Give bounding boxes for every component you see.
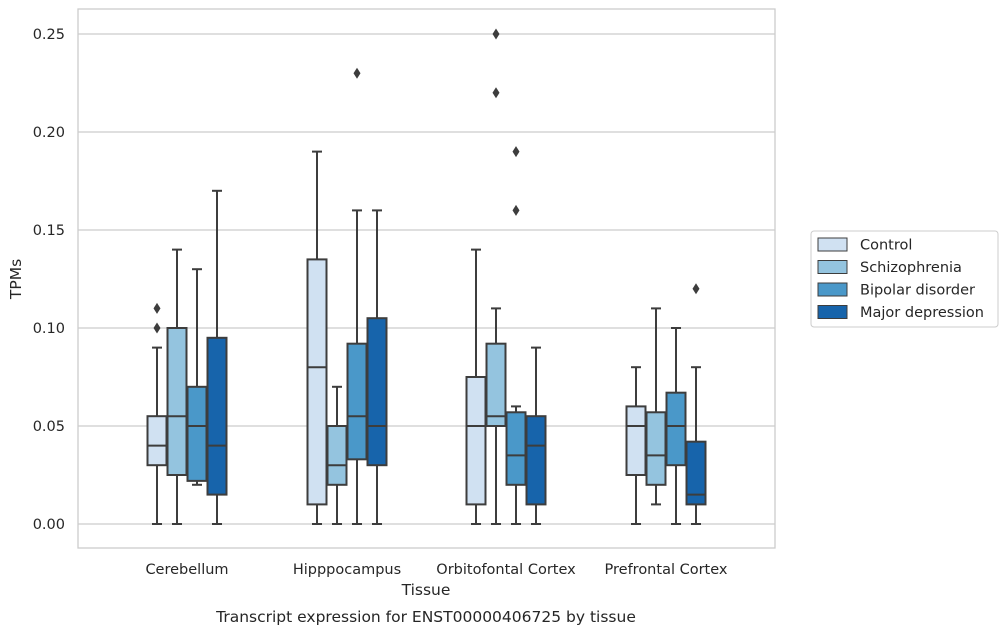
box-schizophrenia xyxy=(645,307,667,506)
legend-swatch-bipolar-disorder xyxy=(817,282,848,297)
y-tick-labels: 0.00 0.05 0.10 0.15 0.20 0.25 xyxy=(33,27,65,533)
y-tick-label: 0.15 xyxy=(33,223,65,239)
outlier-point xyxy=(692,283,700,295)
legend-item-major-depression: Major depression xyxy=(817,305,984,321)
box-iqr xyxy=(166,327,188,476)
box-series-major-depression xyxy=(206,189,707,525)
box-series-schizophrenia xyxy=(166,28,667,525)
box-iqr xyxy=(525,415,547,506)
box-iqr xyxy=(505,411,527,486)
x-tick-label: Hipppocampus xyxy=(293,562,401,578)
y-axis-label: TPMs xyxy=(7,259,25,300)
outlier-point xyxy=(153,302,161,314)
box-bipolar-disorder xyxy=(186,268,208,486)
legend-swatch-schizophrenia xyxy=(817,260,848,274)
box-iqr xyxy=(685,440,707,506)
outlier-point xyxy=(512,146,520,158)
y-tick-label: 0.10 xyxy=(33,321,65,337)
outlier-point xyxy=(512,204,520,216)
outlier-point xyxy=(353,67,361,79)
legend-swatch-control xyxy=(817,237,848,252)
box-schizophrenia xyxy=(326,385,348,525)
legend-label-bipolar-disorder: Bipolar disorder xyxy=(860,283,975,299)
legend-frame xyxy=(810,230,999,328)
box-iqr xyxy=(186,385,208,482)
box-series-bipolar-disorder xyxy=(186,67,687,525)
outlier-point xyxy=(492,87,500,99)
legend: Control Schizophrenia Bipolar disorder M… xyxy=(810,230,999,328)
box-bipolar-disorder xyxy=(505,146,527,525)
box-major-depression xyxy=(206,189,228,525)
box-major-depression xyxy=(685,283,707,525)
box-iqr xyxy=(346,342,368,461)
y-tick-label: 0.20 xyxy=(33,125,65,141)
box-bipolar-disorder xyxy=(665,327,687,525)
outlier-point xyxy=(492,28,500,40)
x-tick-labels: Cerebellum Hipppocampus Orbitofontal Corte… xyxy=(145,562,727,578)
legend-label-control: Control xyxy=(860,238,912,254)
outlier-point xyxy=(153,322,161,334)
box-iqr xyxy=(645,411,667,486)
box-series-control xyxy=(146,150,647,525)
box-control xyxy=(625,366,647,525)
legend-item-control: Control xyxy=(817,237,912,254)
legend-label-schizophrenia: Schizophrenia xyxy=(860,260,962,276)
box-major-depression xyxy=(366,209,388,525)
box-iqr xyxy=(306,258,328,506)
box-iqr xyxy=(665,391,687,467)
box-major-depression xyxy=(525,346,547,525)
box-schizophrenia xyxy=(485,28,507,525)
chart-caption: Transcript expression for ENST0000040672… xyxy=(215,608,636,626)
box-iqr xyxy=(366,317,388,467)
legend-item-bipolar-disorder: Bipolar disorder xyxy=(817,282,975,299)
legend-label-major-depression: Major depression xyxy=(860,305,984,321)
y-tick-label: 0.00 xyxy=(33,517,65,533)
y-tick-label: 0.25 xyxy=(33,27,65,43)
box-iqr xyxy=(206,336,228,496)
x-tick-label: Cerebellum xyxy=(145,562,228,578)
box-iqr xyxy=(485,342,507,427)
x-tick-label: Prefrontal Cortex xyxy=(605,562,728,578)
y-tick-label: 0.05 xyxy=(33,419,65,435)
box-iqr xyxy=(625,405,647,476)
x-tick-label: Orbitofontal Cortex xyxy=(436,562,576,578)
legend-swatch-major-depression xyxy=(817,305,848,319)
box-series-group xyxy=(146,28,707,525)
box-schizophrenia xyxy=(166,248,188,525)
box-control xyxy=(306,150,328,525)
box-iqr xyxy=(146,415,168,467)
box-bipolar-disorder xyxy=(346,67,368,525)
x-axis-label: Tissue xyxy=(401,581,451,599)
box-iqr xyxy=(465,376,487,506)
plot-area-frame xyxy=(77,8,776,549)
box-iqr xyxy=(326,425,348,486)
legend-item-schizophrenia: Schizophrenia xyxy=(817,260,962,276)
box-control xyxy=(465,248,487,525)
box-control xyxy=(146,302,168,525)
